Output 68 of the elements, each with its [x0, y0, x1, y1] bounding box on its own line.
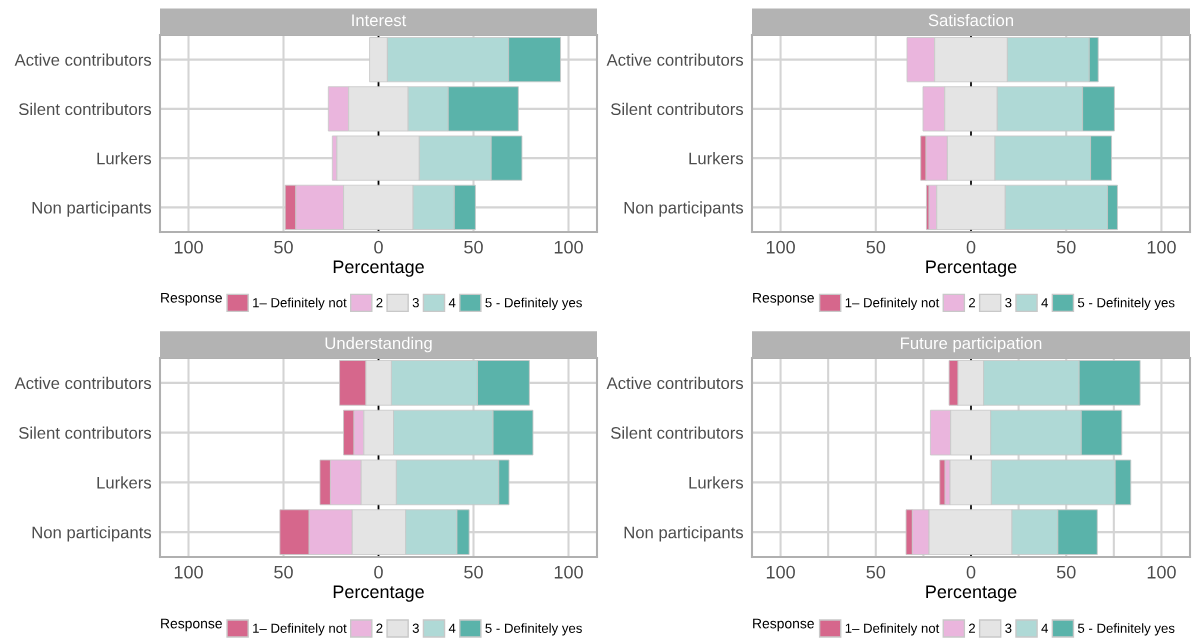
x-tick-label: 100	[554, 565, 583, 579]
x-tick-label: 50	[274, 565, 293, 579]
legend-label: 2	[376, 297, 383, 308]
x-axis-title: Percentage	[333, 260, 424, 277]
x-axis-title: Percentage	[333, 585, 424, 602]
legend-title: Response	[753, 618, 814, 632]
legend-label: 5 - Definitely yes	[1077, 623, 1175, 636]
y-tick-label: Silent contributors	[611, 102, 744, 116]
legend-label: 1– Definitely not	[845, 623, 940, 636]
legend-label: 5 - Definitely yes	[485, 297, 582, 310]
x-tick-label: 50	[274, 240, 293, 254]
chart-title: Future participation	[901, 336, 1042, 353]
y-tick-label: Active contributors	[606, 53, 744, 66]
legend-label: 1– Definitely not	[253, 623, 347, 636]
legend-label: 2	[968, 623, 975, 633]
x-tick-label: 50	[1056, 240, 1076, 254]
y-tick-label: Active contributors	[14, 53, 152, 66]
legend-label: 4	[448, 623, 456, 633]
legend-label: 1– Definitely not	[253, 297, 347, 310]
legend-label: 4	[1041, 298, 1049, 308]
y-tick-label: Silent contributors	[19, 426, 152, 439]
x-tick-label: 100	[766, 565, 795, 579]
x-tick-label: 50	[464, 240, 483, 254]
x-axis-title: Percentage	[926, 260, 1017, 277]
x-tick-label: 50	[866, 240, 886, 254]
x-tick-label: 100	[554, 240, 583, 254]
chart-title: Understanding	[325, 336, 432, 353]
x-tick-label: 0	[966, 240, 976, 254]
y-tick-label: Lurkers	[97, 476, 152, 489]
x-tick-label: 50	[1056, 565, 1076, 579]
legend-label: 3	[1005, 297, 1012, 308]
chart-title: Satisfaction	[928, 13, 1013, 27]
x-tick-label: 0	[374, 565, 383, 579]
x-tick-label: 0	[966, 565, 976, 579]
x-tick-label: 100	[174, 240, 203, 254]
legend-label: 4	[1041, 623, 1049, 633]
legend-title: Response	[753, 293, 814, 306]
x-tick-label: 50	[866, 565, 886, 579]
x-tick-label: 50	[464, 565, 483, 579]
y-tick-label: Silent contributors	[19, 102, 152, 116]
y-tick-label: Lurkers	[689, 152, 744, 165]
x-tick-label: 100	[766, 240, 795, 254]
legend-label: 5 - Definitely yes	[1077, 297, 1175, 310]
chart-title: Interest	[352, 14, 407, 27]
legend-label: 2	[376, 623, 383, 633]
x-axis-title: Percentage	[926, 585, 1017, 602]
legend-label: 3	[412, 297, 419, 308]
x-tick-label: 100	[1147, 240, 1176, 254]
legend-label: 5 - Definitely yes	[485, 623, 582, 636]
y-tick-label: Active contributors	[14, 376, 152, 390]
legend-label: 4	[448, 298, 456, 308]
y-tick-label: Silent contributors	[611, 426, 744, 439]
legend-label: 3	[412, 623, 419, 633]
y-tick-label: Non participants	[624, 526, 744, 542]
y-tick-label: Active contributors	[606, 376, 744, 390]
legend-label: 3	[1005, 623, 1012, 633]
x-tick-label: 100	[1147, 565, 1176, 579]
y-tick-label: Non participants	[624, 201, 744, 217]
x-tick-label: 0	[374, 240, 383, 254]
legend-title: Response	[161, 293, 222, 306]
x-tick-label: 100	[174, 565, 203, 579]
legend-label: 2	[968, 297, 975, 308]
y-tick-label: Lurkers	[97, 152, 152, 165]
y-tick-label: Non participants	[32, 526, 152, 542]
y-tick-label: Lurkers	[689, 476, 744, 489]
legend-title: Response	[161, 618, 222, 632]
legend-label: 1– Definitely not	[845, 297, 940, 310]
y-tick-label: Non participants	[32, 201, 152, 217]
